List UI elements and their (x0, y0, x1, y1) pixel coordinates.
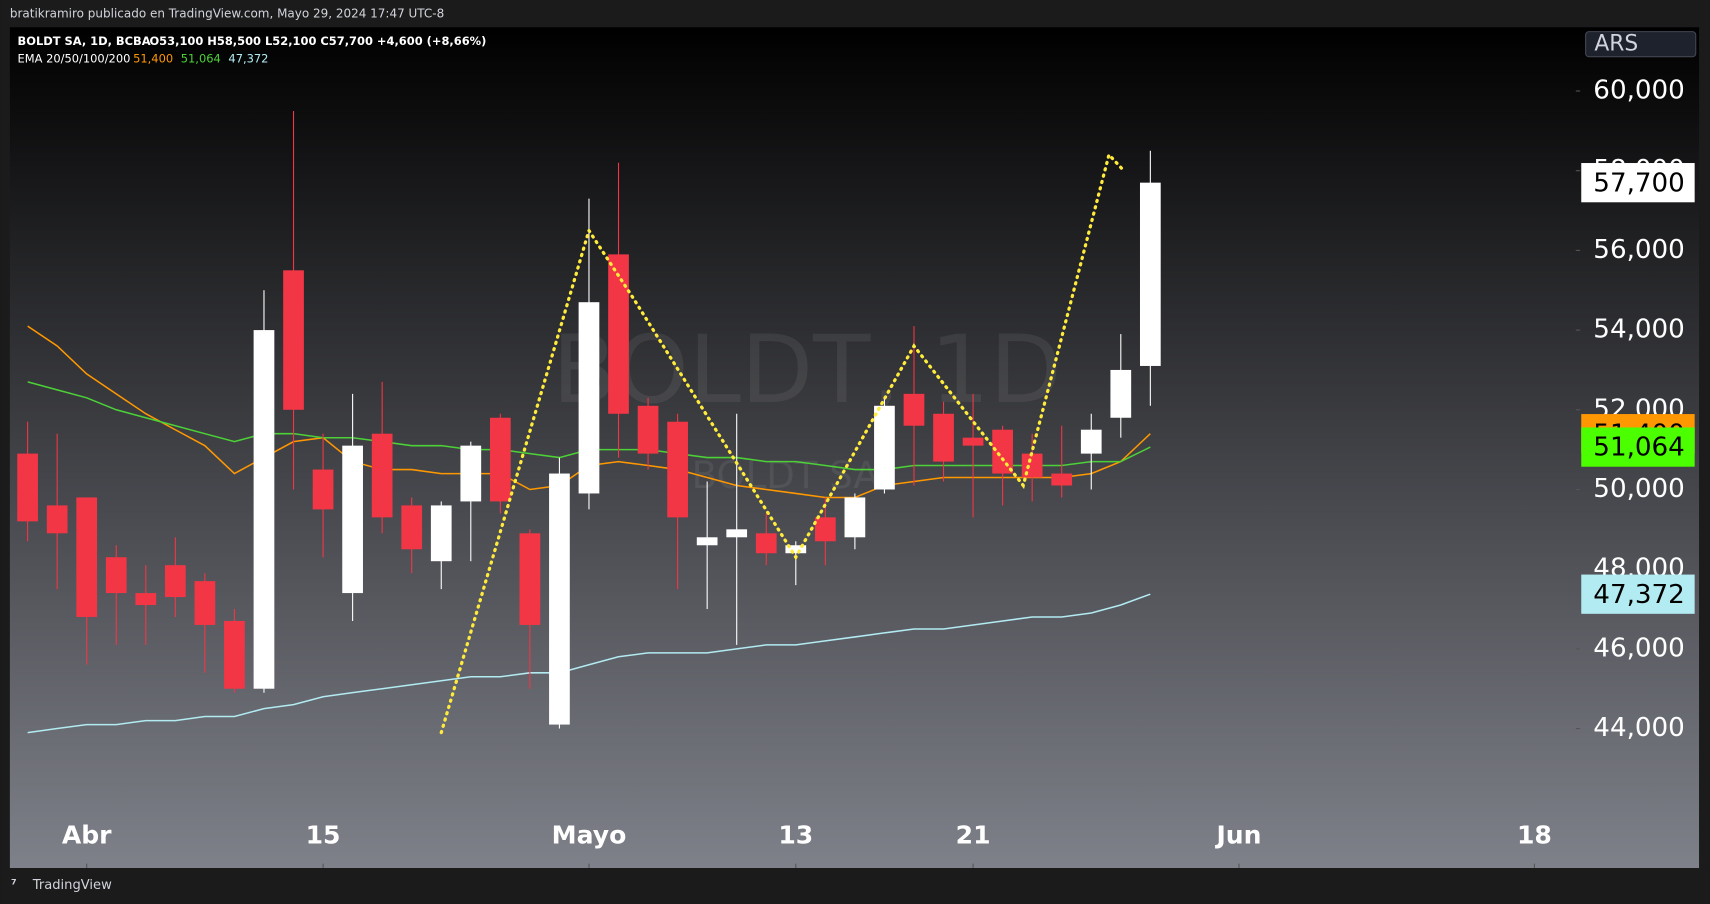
candle-body (844, 497, 866, 538)
price-tag (1581, 427, 1695, 467)
pattern-line (439, 151, 1126, 735)
candle-body (637, 405, 659, 454)
header: bratikramiro publicado en TradingView.co… (10, 7, 444, 21)
currency-box[interactable] (1585, 31, 1697, 58)
price-tag-label: 51,064 (1593, 433, 1685, 463)
candle-body (224, 620, 245, 689)
x-tick-label: Mayo (552, 820, 627, 849)
candle-body (667, 421, 688, 518)
candle-body (401, 505, 423, 550)
price-tag-label: 47,372 (1593, 580, 1685, 610)
candle-body (76, 497, 98, 617)
candle-body (342, 445, 363, 594)
ema-value: 51,064 (181, 51, 221, 65)
price-tag (1581, 163, 1695, 203)
chart-background (9, 27, 1700, 869)
candle-body (1051, 473, 1073, 486)
x-tick-label: Abr (62, 820, 112, 849)
ema-value: 47,372 (228, 51, 268, 65)
candle-body (135, 593, 157, 606)
ohlc: O53,100 H58,500 L52,100 C57,700 +4,600 (… (149, 34, 486, 48)
candle-body (608, 254, 629, 414)
candle-body (164, 565, 186, 598)
candle-body (962, 437, 984, 446)
candle-body (755, 533, 777, 554)
ema-value: 51,400 (133, 51, 173, 65)
candle-body (46, 505, 68, 534)
candle-body (1110, 369, 1132, 418)
candle-body (549, 473, 570, 725)
candle-body (785, 545, 807, 554)
candle-body (814, 517, 836, 542)
candle-body (17, 453, 38, 522)
candle-body (519, 533, 541, 625)
candle-body (933, 413, 954, 462)
plot-area (17, 110, 1161, 735)
candle-body (1080, 429, 1102, 454)
x-tick-label: 21 (956, 820, 991, 849)
y-tick-label: 44,000 (1593, 713, 1685, 743)
ema-label: EMA 20/50/100/200 (18, 51, 131, 65)
candle-body (903, 393, 925, 426)
price-tag (1581, 574, 1695, 614)
footer-logo: ⁷ (11, 878, 17, 893)
symbol: BOLDT SA, 1D, BCBA (18, 34, 151, 48)
candle-body (489, 417, 511, 502)
candle-body (726, 529, 748, 538)
y-tick-label: 54,000 (1593, 315, 1685, 345)
candle-body (105, 557, 127, 594)
footer: TradingView (32, 878, 112, 893)
x-tick-label: 18 (1517, 820, 1552, 849)
candle-body (371, 433, 393, 518)
candle-body (283, 270, 304, 410)
x-tick-label: Jun (1214, 820, 1261, 849)
legend: BOLDT SA, 1D, BCBA O53,100 H58,500 L52,1… (18, 34, 487, 65)
candle-body (430, 505, 452, 562)
candle-body (194, 581, 216, 625)
footer-bar (0, 868, 1710, 904)
currency: ARS (1594, 32, 1638, 57)
candle-body (874, 405, 895, 490)
y-tick-label: 50,000 (1593, 474, 1685, 504)
price-tag-label: 57,700 (1593, 168, 1685, 198)
x-tick-label: 13 (778, 820, 813, 849)
watermark: BOLDT, 1D (552, 316, 1062, 425)
candle-body (460, 445, 482, 502)
candle-body (696, 537, 718, 546)
candle-body (992, 429, 1013, 474)
x-tick-label: 15 (306, 820, 341, 849)
candle-body (578, 302, 600, 494)
y-tick-label: 60,000 (1593, 76, 1685, 106)
candle-body (1139, 182, 1161, 366)
y-tick-label: 56,000 (1593, 235, 1685, 265)
ema-line (27, 593, 1151, 734)
candle-body (253, 330, 275, 689)
y-tick-label: 46,000 (1593, 633, 1685, 663)
candle-body (312, 469, 334, 510)
